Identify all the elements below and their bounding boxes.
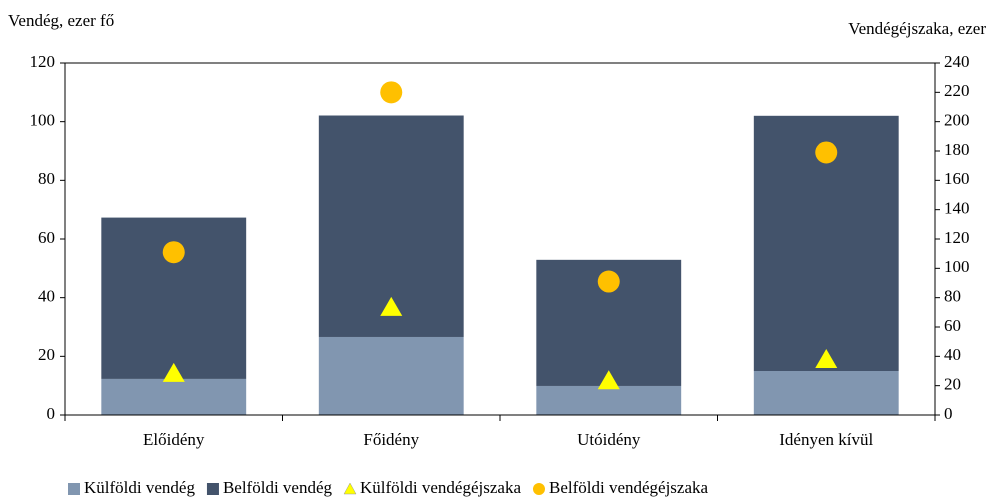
circle-marker (597, 270, 620, 293)
triangle-marker (162, 362, 185, 382)
legend-label: Külföldi vendégéjszaka (360, 478, 521, 497)
circle-marker (162, 241, 185, 264)
bar (753, 371, 899, 415)
y2-tick-label: 100 (944, 257, 970, 276)
plot-border (64, 62, 936, 416)
y2-tick-label: 140 (944, 199, 970, 218)
y2-tick-label: 60 (944, 316, 961, 335)
y-tick-label: 120 (30, 52, 56, 71)
y2-tick-label: 80 (944, 287, 961, 306)
bar (101, 378, 247, 415)
x-tick-label: Idényen kívül (779, 430, 873, 449)
y2-axis-title: Vendégéjszaka, ezer (848, 19, 986, 38)
y-tick-label: 0 (47, 404, 56, 423)
y2-tick-label: 40 (944, 345, 961, 364)
bar (318, 336, 464, 415)
triangle-marker (597, 370, 620, 390)
y-tick-label: 100 (30, 111, 56, 130)
triangle-marker (380, 296, 403, 316)
legend-marker (532, 483, 545, 495)
legend-label: Belföldi vendég (223, 478, 333, 497)
legend-swatch (206, 483, 219, 495)
y2-tick-label: 160 (944, 169, 970, 188)
y-tick-label: 40 (38, 287, 55, 306)
y-tick-label: 80 (38, 169, 55, 188)
y-tick-label: 60 (38, 228, 55, 247)
y-tick-label: 20 (38, 345, 55, 364)
y2-tick-label: 220 (944, 81, 970, 100)
y2-tick-label: 200 (944, 111, 970, 130)
x-tick-label: Előidény (143, 430, 205, 449)
y2-tick-label: 240 (944, 52, 970, 71)
x-tick-label: Főidény (363, 430, 419, 449)
x-tick-label: Utóidény (577, 430, 641, 449)
y2-tick-label: 0 (944, 404, 953, 423)
bar (536, 385, 682, 415)
legend-swatch (68, 483, 80, 495)
y2-tick-label: 180 (944, 140, 970, 159)
legend-label: Külföldi vendég (84, 478, 195, 497)
legend-label: Belföldi vendégéjszaka (549, 478, 709, 497)
triangle-marker (815, 349, 838, 368)
circle-marker (380, 81, 403, 104)
legend-marker (343, 482, 357, 495)
y2-tick-label: 20 (944, 375, 961, 394)
circle-marker (815, 141, 838, 164)
y2-tick-label: 120 (944, 228, 970, 247)
y-axis-title: Vendég, ezer fő (8, 11, 114, 30)
